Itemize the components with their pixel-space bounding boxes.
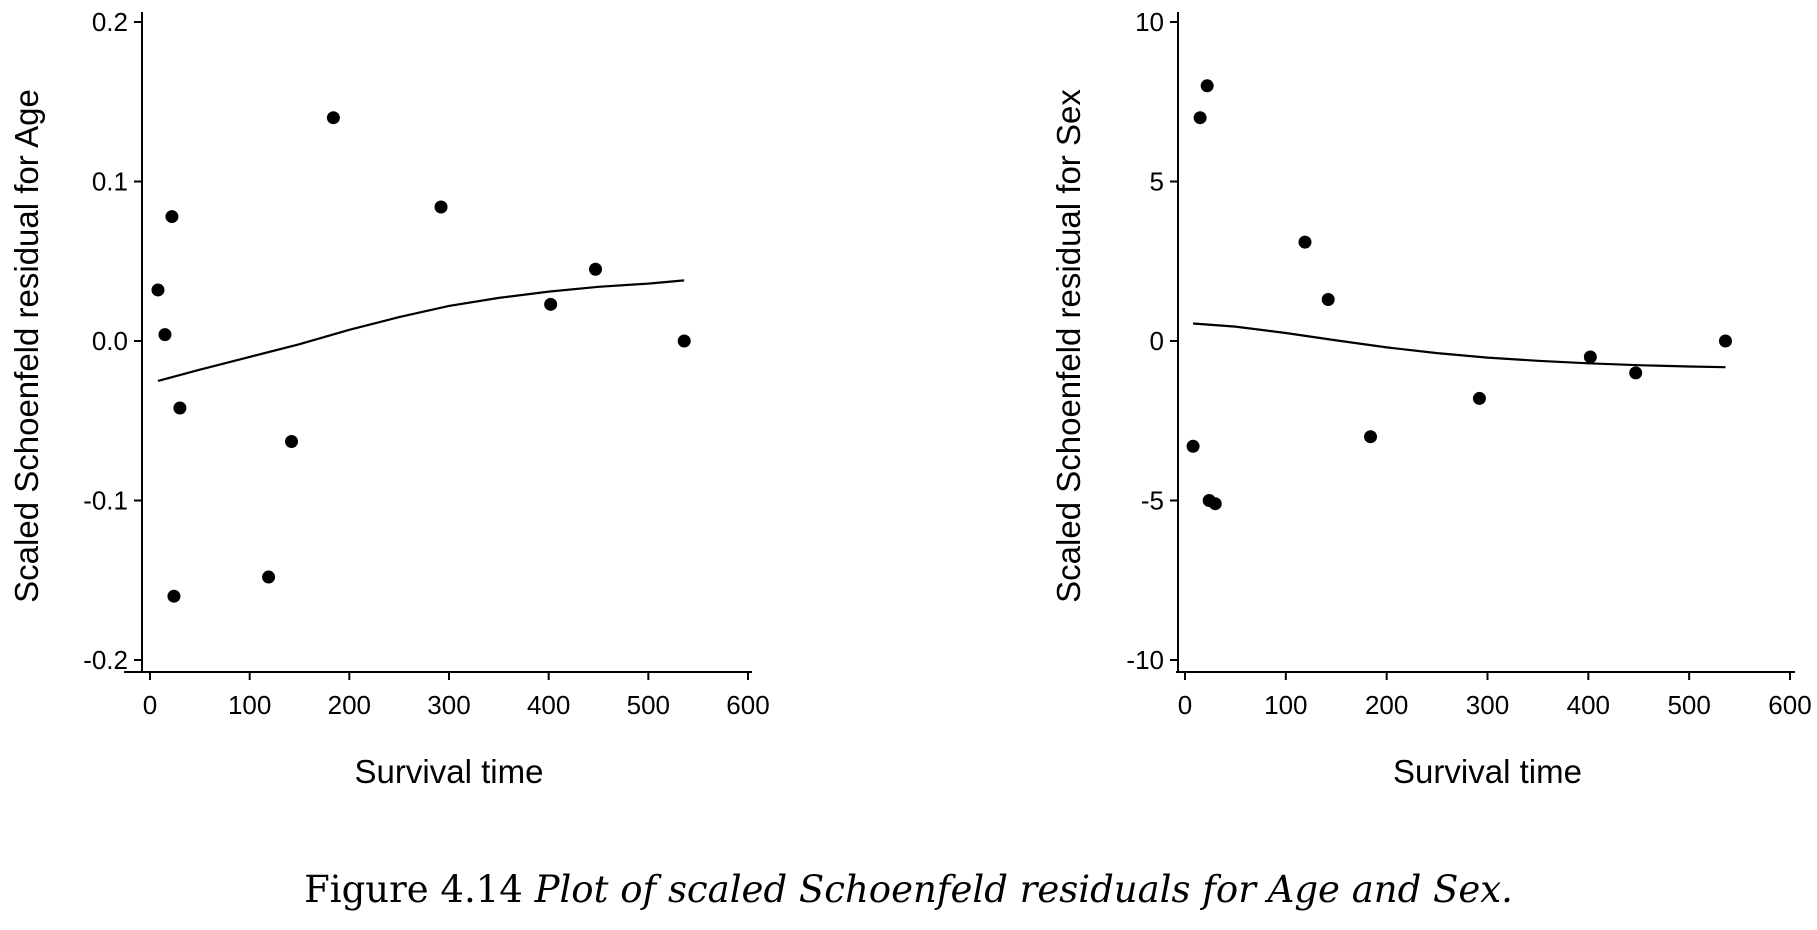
smoothed-trend-line <box>1193 322 1726 369</box>
x-axis-title: Survival time <box>1393 753 1582 790</box>
data-point <box>285 434 299 448</box>
y-tick-label: -10 <box>1126 645 1164 675</box>
data-point <box>262 570 276 584</box>
data-point <box>1472 391 1486 405</box>
data-point <box>589 262 603 276</box>
x-tick-label: 600 <box>726 690 769 720</box>
data-point <box>1364 430 1378 444</box>
y-tick-label: -0.1 <box>83 486 128 516</box>
y-tick-label: 0 <box>1150 326 1164 356</box>
caption-label: Figure 4.14 <box>304 868 523 911</box>
y-tick-label: -5 <box>1141 486 1164 516</box>
y-axis-title: Scaled Schoenfeld residual for Age <box>8 89 45 603</box>
x-tick-label: 100 <box>1264 690 1307 720</box>
data-point <box>1629 366 1643 380</box>
figure-caption: Figure 4.14 Plot of scaled Schoenfeld re… <box>0 868 1817 911</box>
y-tick-label: 5 <box>1150 167 1164 197</box>
y-axis-title: Scaled Schoenfeld residual for Sex <box>1050 89 1087 603</box>
y-tick-label: -0.2 <box>83 645 128 675</box>
data-point <box>158 328 172 342</box>
data-point <box>677 334 691 348</box>
x-tick-label: 400 <box>527 690 570 720</box>
data-point <box>1186 439 1200 453</box>
data-point <box>1208 497 1222 511</box>
data-point <box>1321 293 1335 307</box>
x-tick-label: 300 <box>427 690 470 720</box>
data-point <box>326 111 340 125</box>
x-tick-label: 300 <box>1466 690 1509 720</box>
x-tick-label: 200 <box>1365 690 1408 720</box>
x-tick-label: 500 <box>627 690 670 720</box>
smoothed-trend-line <box>157 279 685 382</box>
data-point <box>167 589 181 603</box>
y-tick-label: 0.2 <box>92 7 128 37</box>
x-axis-title: Survival time <box>355 753 544 790</box>
data-point <box>1583 350 1597 364</box>
data-point <box>173 401 187 415</box>
data-point <box>165 210 179 224</box>
x-tick-label: 100 <box>228 690 271 720</box>
data-point <box>544 297 558 311</box>
data-point <box>1718 334 1732 348</box>
x-tick-label: 600 <box>1768 690 1811 720</box>
y-tick-label: 0.1 <box>92 167 128 197</box>
x-tick-label: 0 <box>1178 690 1192 720</box>
y-tick-label: 0.0 <box>92 326 128 356</box>
data-point <box>1193 111 1207 125</box>
y-tick-label: 10 <box>1135 7 1164 37</box>
chart-age-residuals: -0.2 -0.1 0.0 0.1 0.2 0 100 200 300 400 500 600 Surv… <box>8 7 770 790</box>
x-tick-label: 500 <box>1667 690 1710 720</box>
caption-text: Plot of scaled Schoenfeld residuals for … <box>534 868 1513 911</box>
data-point <box>1298 235 1312 249</box>
data-point <box>1200 79 1214 93</box>
data-point <box>151 283 165 297</box>
x-tick-label: 400 <box>1567 690 1610 720</box>
x-tick-label: 0 <box>143 690 157 720</box>
data-point <box>434 200 448 214</box>
x-tick-label: 200 <box>328 690 371 720</box>
